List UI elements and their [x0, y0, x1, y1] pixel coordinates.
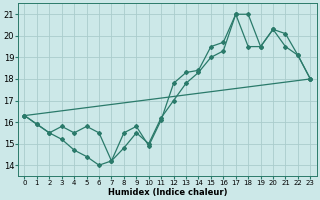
X-axis label: Humidex (Indice chaleur): Humidex (Indice chaleur)	[108, 188, 227, 197]
